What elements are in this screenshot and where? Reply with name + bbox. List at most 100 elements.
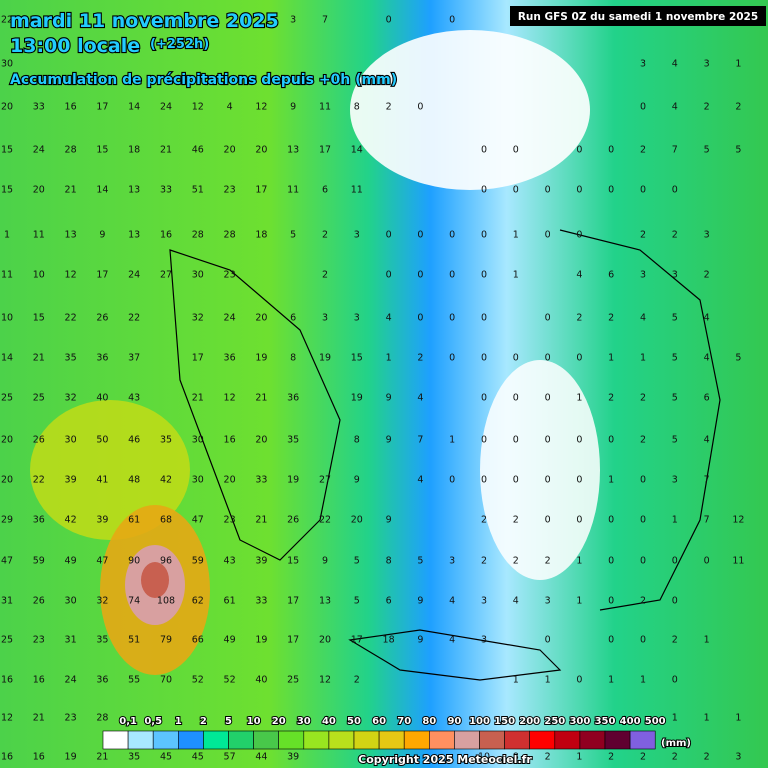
legend-label: 0,1 — [119, 716, 137, 727]
grid-value: 3 — [545, 596, 551, 607]
grid-value: 13 — [128, 230, 140, 241]
legend-swatch — [403, 730, 430, 750]
grid-value: 1 — [704, 635, 710, 646]
grid-value: 9 — [322, 556, 328, 567]
legend-label: 500 — [645, 716, 666, 727]
grid-value: 42 — [65, 515, 77, 526]
legend-label: 1 — [175, 716, 182, 727]
grid-value: 19 — [255, 635, 267, 646]
grid-value: 2 — [640, 596, 646, 607]
grid-value: 0 — [640, 102, 646, 113]
legend-swatch — [102, 730, 129, 750]
grid-value: 2 — [704, 752, 710, 763]
grid-value: 55 — [128, 675, 140, 686]
grid-value: 16 — [1, 675, 13, 686]
grid-value: 2 — [322, 230, 328, 241]
legend-label: 2 — [200, 716, 207, 727]
grid-value: 39 — [255, 556, 267, 567]
grid-value: 0 — [576, 145, 582, 156]
grid-value: 2 — [608, 752, 614, 763]
grid-value: 18 — [128, 145, 140, 156]
grid-value: 51 — [192, 185, 204, 196]
legend-swatch — [353, 730, 380, 750]
legend-swatch — [579, 730, 606, 750]
grid-value: 21 — [255, 393, 267, 404]
coastline — [348, 629, 562, 681]
legend-label: 10 — [247, 716, 261, 727]
grid-value: 2 — [354, 675, 360, 686]
grid-value: 25 — [33, 393, 45, 404]
legend-swatch — [178, 730, 204, 750]
grid-value: 1 — [735, 59, 741, 70]
grid-value: 12 — [1, 713, 13, 724]
grid-value: 2 — [417, 353, 423, 364]
grid-value: 0 — [481, 435, 487, 446]
grid-value: 4 — [576, 270, 582, 281]
legend-label: 5 — [225, 716, 232, 727]
grid-value: 1 — [576, 556, 582, 567]
legend-label: 200 — [519, 716, 540, 727]
grid-value: 7 — [704, 475, 710, 486]
grid-value: 0 — [481, 353, 487, 364]
grid-value: 0 — [608, 145, 614, 156]
grid-value: 3 — [449, 556, 455, 567]
legend-label: 50 — [347, 716, 361, 727]
grid-value: 9 — [417, 596, 423, 607]
grid-value: 35 — [287, 435, 299, 446]
grid-value: 20 — [224, 475, 236, 486]
grid-value: 1 — [386, 353, 392, 364]
legend-label: 300 — [569, 716, 590, 727]
grid-value: 15 — [351, 353, 363, 364]
grid-value: 24 — [128, 270, 140, 281]
grid-value: 2 — [513, 556, 519, 567]
grid-value: 14 — [351, 145, 363, 156]
grid-value: 0 — [449, 230, 455, 241]
grid-value: 35 — [65, 353, 77, 364]
grid-value: 0 — [481, 313, 487, 324]
legend-swatch — [228, 730, 254, 750]
legend-unit: (mm) — [661, 738, 691, 749]
grid-value: 36 — [96, 675, 108, 686]
legend-label: 60 — [372, 716, 386, 727]
grid-value: 3 — [672, 270, 678, 281]
legend-swatch — [428, 730, 455, 750]
grid-value: 3 — [735, 752, 741, 763]
grid-value: 9 — [354, 475, 360, 486]
grid-value: 28 — [192, 230, 204, 241]
grid-value: 22 — [128, 313, 140, 324]
grid-value: 2 — [672, 230, 678, 241]
grid-value: 23 — [224, 270, 236, 281]
grid-value: 24 — [65, 675, 77, 686]
grid-value: 39 — [287, 752, 299, 763]
legend-swatch — [529, 730, 556, 750]
grid-value: 13 — [287, 145, 299, 156]
grid-value: 5 — [354, 596, 360, 607]
grid-value: 0 — [576, 185, 582, 196]
grid-value: 9 — [99, 230, 105, 241]
grid-value: 1 — [640, 353, 646, 364]
grid-value: 96 — [160, 556, 172, 567]
grid-value: 1 — [672, 713, 678, 724]
grid-value: 1 — [513, 270, 519, 281]
grid-value: 59 — [192, 556, 204, 567]
grid-value: 21 — [255, 515, 267, 526]
grid-value: 0 — [576, 515, 582, 526]
grid-value: 21 — [33, 713, 45, 724]
grid-value: 4 — [704, 353, 710, 364]
grid-value: 25 — [287, 675, 299, 686]
grid-value: 40 — [96, 393, 108, 404]
grid-value: 2 — [322, 270, 328, 281]
legend-swatch — [479, 730, 505, 750]
grid-value: 49 — [224, 635, 236, 646]
grid-value: 0 — [481, 270, 487, 281]
grid-value: 12 — [192, 102, 204, 113]
grid-value: 10 — [1, 313, 13, 324]
copyright: Copyright 2025 Meteociel.fr — [358, 753, 532, 766]
grid-value: 45 — [160, 752, 172, 763]
grid-value: 1 — [608, 475, 614, 486]
grid-value: 21 — [33, 353, 45, 364]
grid-value: 33 — [255, 596, 267, 607]
grid-value: 0 — [513, 353, 519, 364]
legend-swatch — [127, 730, 154, 750]
